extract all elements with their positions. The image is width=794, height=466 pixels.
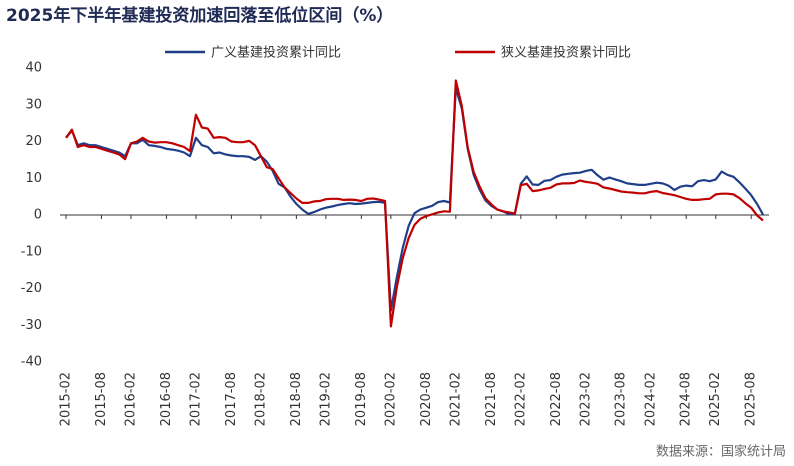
x-tick-label: 2023-08 [614, 372, 629, 426]
x-tick-label: 2015-02 [59, 372, 74, 426]
series-line [65, 87, 764, 312]
x-tick-label: 2018-08 [289, 372, 304, 426]
y-tick-label: -30 [21, 318, 42, 333]
chart-title: 2025年下半年基建投资加速回落至低位区间（%） [6, 5, 393, 26]
x-tick-label: 2020-08 [419, 372, 434, 426]
x-tick-label: 2016-02 [123, 372, 138, 426]
x-tick-label: 2024-08 [679, 372, 694, 426]
series-line [65, 79, 764, 328]
x-tick-label: 2025-02 [708, 372, 723, 426]
x-tick-label: 2021-08 [484, 372, 499, 426]
x-tick-label: 2019-02 [318, 372, 333, 426]
x-tick-label: 2019-08 [354, 372, 369, 426]
x-tick-label: 2017-08 [224, 372, 239, 426]
y-tick-label: -10 [21, 244, 42, 259]
x-tick-label: 2022-08 [549, 372, 564, 426]
x-tick-label: 2022-02 [513, 372, 528, 426]
x-tick-label: 2025-08 [744, 372, 759, 426]
x-tick-label: 2017-02 [188, 372, 203, 426]
x-tick-label: 2016-08 [159, 372, 174, 426]
x-tick-label: 2024-02 [643, 372, 658, 426]
source: 数据来源：国家统计局 [656, 444, 786, 460]
y-tick-label: -40 [21, 355, 42, 370]
legend-label: 广义基建投资累计同比 [211, 45, 341, 61]
y-tick-label: 20 [25, 134, 42, 149]
x-tick-label: 2023-02 [578, 372, 593, 426]
x-tick-label: 2020-02 [383, 372, 398, 426]
y-tick-label: 10 [25, 171, 42, 186]
y-tick-label: 40 [25, 61, 42, 76]
y-tick-label: 30 [25, 97, 42, 112]
y-tick-label: -20 [21, 281, 42, 296]
y-tick-label: 0 [34, 208, 42, 223]
x-tick-label: 2018-02 [253, 372, 268, 426]
legend-label: 狭义基建投资累计同比 [501, 45, 631, 61]
x-tick-label: 2021-02 [448, 372, 463, 426]
x-tick-label: 2015-08 [94, 372, 109, 426]
